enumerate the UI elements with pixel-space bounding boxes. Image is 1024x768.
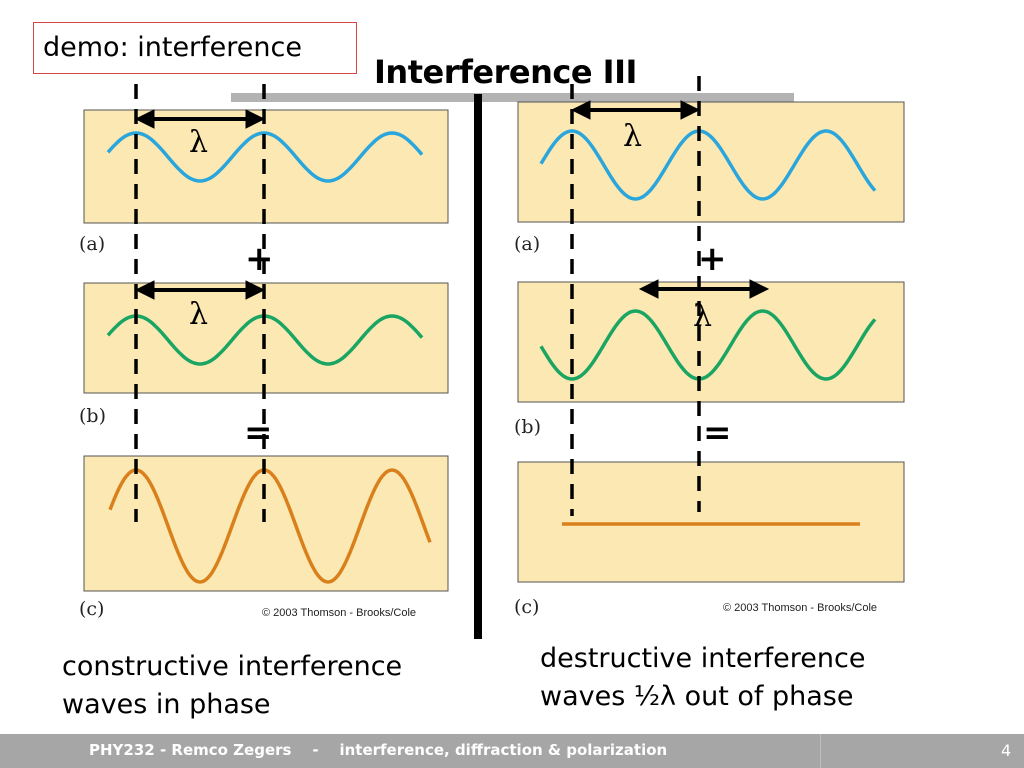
right-caption-line1: destructive interference bbox=[540, 643, 866, 674]
left-plus-sign: + bbox=[245, 239, 274, 279]
left-lambda-b: λ bbox=[189, 297, 208, 332]
right-panel-a bbox=[517, 101, 905, 223]
demo-label-box[interactable]: demo: interference bbox=[33, 22, 357, 74]
left-caption: constructive interference waves in phase bbox=[62, 648, 402, 724]
footer-divider bbox=[820, 734, 821, 768]
right-caption-line2: waves ½λ out of phase bbox=[540, 681, 854, 712]
right-plus-sign: + bbox=[698, 239, 727, 279]
footer-text: PHY232 - Remco Zegers - interference, di… bbox=[89, 741, 668, 759]
left-panel-label-c: (c) bbox=[79, 598, 105, 620]
left-caption-line2: waves in phase bbox=[62, 689, 271, 720]
right-lambda-a: λ bbox=[623, 119, 642, 154]
left-wave-a bbox=[106, 131, 424, 183]
demo-label: demo: interference bbox=[43, 32, 302, 63]
right-panel-label-c: (c) bbox=[514, 596, 540, 618]
right-panel-label-a: (a) bbox=[514, 233, 541, 255]
right-panel-b bbox=[517, 281, 905, 403]
right-copyright: © 2003 Thomson - Brooks/Cole bbox=[723, 602, 878, 614]
right-wave-b bbox=[539, 309, 877, 381]
right-panel-c bbox=[517, 461, 905, 583]
left-panel-c bbox=[83, 455, 449, 592]
left-lambda-a: λ bbox=[189, 125, 208, 160]
right-wave-a bbox=[539, 129, 877, 201]
footer-bar: PHY232 - Remco Zegers - interference, di… bbox=[0, 734, 1024, 768]
right-arrow-a bbox=[570, 100, 701, 120]
left-equals-sign: = bbox=[244, 413, 273, 453]
left-wave-result bbox=[108, 468, 432, 584]
right-panel-label-b: (b) bbox=[514, 416, 541, 438]
title-underline bbox=[231, 93, 794, 102]
left-arrow-a bbox=[134, 109, 266, 129]
left-panel-label-b: (b) bbox=[79, 405, 106, 427]
left-panel-b bbox=[83, 282, 449, 394]
left-arrow-b bbox=[134, 280, 266, 300]
interference-figure: λ λ λ λ + = + = bbox=[83, 76, 905, 639]
left-caption-line1: constructive interference bbox=[62, 651, 403, 682]
right-equals-sign: = bbox=[703, 413, 732, 453]
right-lambda-b: λ bbox=[693, 299, 712, 334]
left-panel-a bbox=[83, 109, 449, 224]
page-number: 4 bbox=[1001, 741, 1012, 760]
right-caption: destructive interference waves ½λ out of… bbox=[540, 640, 865, 716]
left-copyright: © 2003 Thomson - Brooks/Cole bbox=[262, 607, 417, 619]
left-panel-label-a: (a) bbox=[79, 233, 106, 255]
center-divider bbox=[474, 94, 482, 639]
slide-title: Interference III bbox=[374, 53, 637, 91]
right-arrow-b bbox=[638, 279, 770, 299]
